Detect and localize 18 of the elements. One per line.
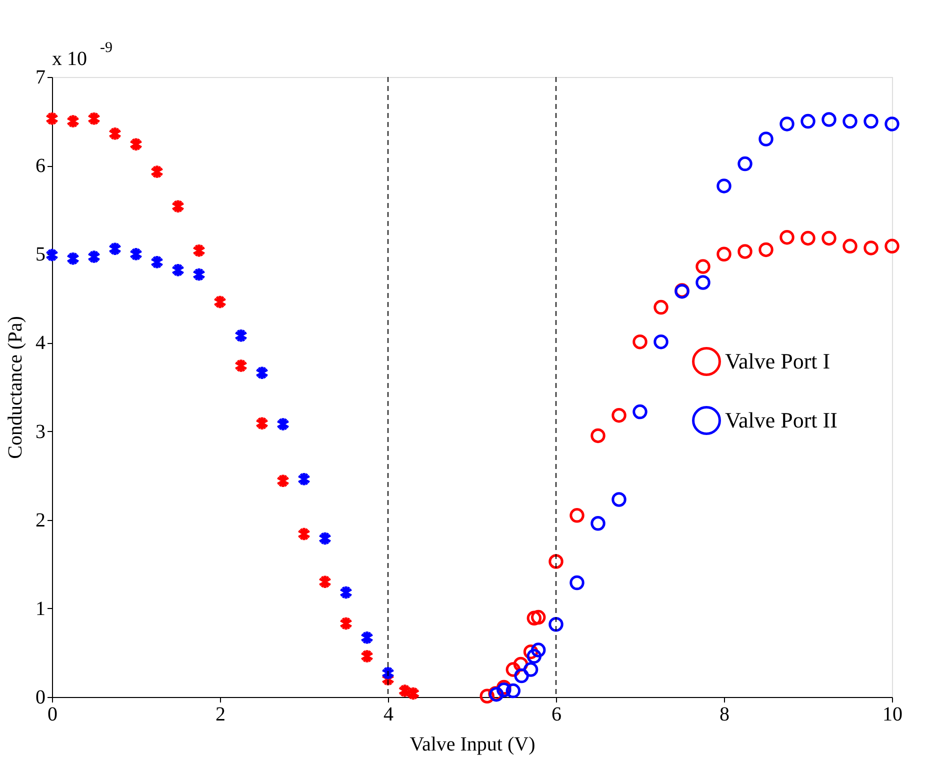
y-tick-label: 3 [36, 420, 46, 443]
legend-label: Valve Port I [725, 348, 830, 374]
y-axis-title: Conductance (Pa) [4, 316, 26, 459]
y-tick-label: 5 [36, 244, 46, 266]
x-tick-label: 8 [720, 704, 730, 726]
y-tick-label: 4 [36, 332, 46, 354]
y-tick-label: 0 [36, 686, 46, 708]
x-tick-label: 4 [384, 704, 394, 726]
y-tick-label: 7 [36, 66, 46, 88]
legend-label: Valve Port II [725, 408, 838, 432]
x-tick-label: 2 [216, 704, 226, 726]
y-tick-label: 2 [36, 509, 46, 532]
y-tick-label: 1 [36, 598, 46, 620]
x-axis-title: Valve Input (V) [410, 734, 536, 756]
text: x 10-9 [52, 40, 112, 70]
y-tick-label: 6 [36, 155, 46, 178]
x-tick-label: 6 [552, 704, 562, 726]
x-tick-label: 10 [882, 704, 902, 726]
